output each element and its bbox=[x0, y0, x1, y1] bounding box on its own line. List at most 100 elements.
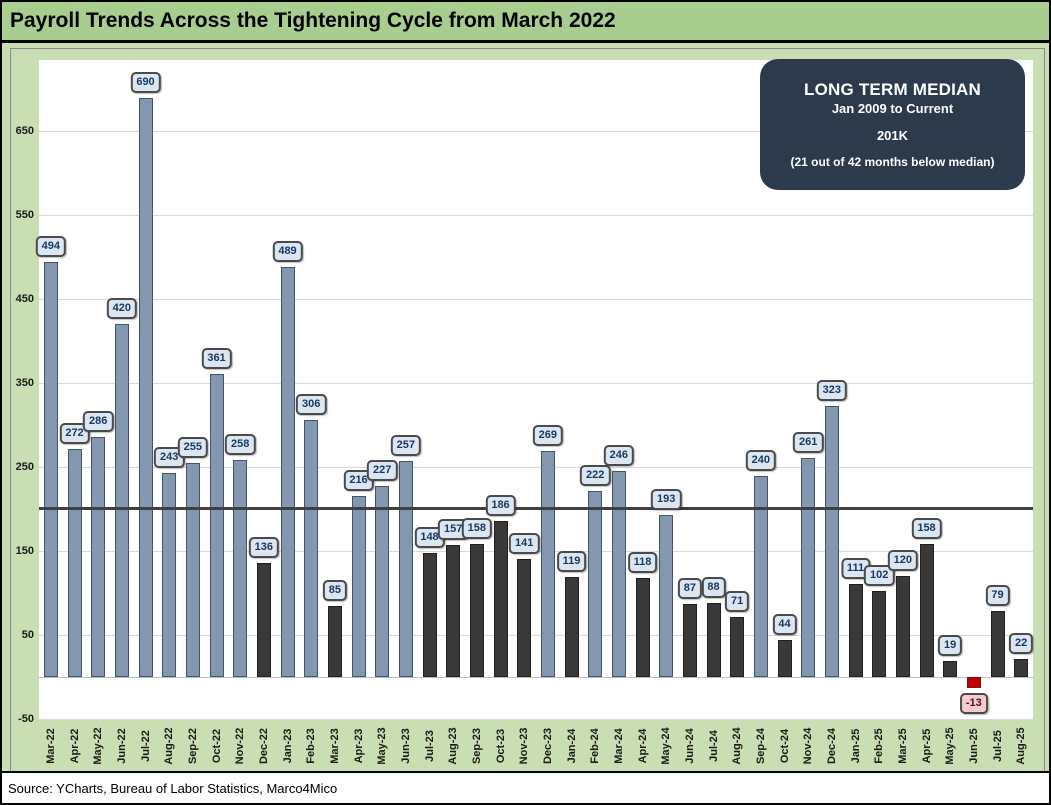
bar-value-label: 306 bbox=[295, 394, 327, 416]
bar-value-label: -13 bbox=[959, 692, 988, 714]
y-tick-label: 650 bbox=[15, 125, 34, 138]
x-tick-label: Aug-25 bbox=[1015, 727, 1028, 765]
y-tick-label: -50 bbox=[18, 713, 34, 725]
bar-value-label: 158 bbox=[461, 518, 493, 540]
bar bbox=[753, 475, 768, 678]
bar bbox=[872, 591, 887, 678]
x-tick-label: Nov-24 bbox=[802, 727, 815, 765]
x-tick-label: Mar-22 bbox=[44, 728, 57, 764]
bar bbox=[517, 558, 532, 678]
x-tick-label: Jan-25 bbox=[849, 728, 862, 764]
x-tick-label: Aug-23 bbox=[447, 727, 460, 765]
x-tick-label: Feb-25 bbox=[873, 728, 886, 764]
x-tick-label: Dec-24 bbox=[825, 727, 838, 765]
x-tick-label: May-25 bbox=[944, 727, 957, 765]
bar-value-label: 323 bbox=[816, 379, 848, 401]
x-tick-label: Nov-22 bbox=[234, 727, 247, 765]
bar-value-label: 158 bbox=[911, 518, 942, 540]
x-tick-label: Apr-25 bbox=[920, 728, 933, 764]
bar-value-label: 186 bbox=[485, 494, 516, 516]
bar-value-label: 120 bbox=[887, 550, 919, 572]
x-tick-label: Jan-23 bbox=[281, 728, 294, 764]
bar-value-label: 136 bbox=[248, 536, 280, 558]
bar bbox=[895, 576, 910, 678]
bar bbox=[990, 610, 1005, 678]
bar-value-label: 489 bbox=[272, 240, 303, 262]
bar bbox=[682, 603, 697, 678]
bar-value-label: 141 bbox=[508, 532, 540, 554]
bar bbox=[43, 262, 58, 678]
bar bbox=[706, 603, 721, 678]
bar-value-label: 102 bbox=[863, 565, 895, 587]
bar-value-label: 22 bbox=[1009, 632, 1034, 654]
x-tick-label: Oct-24 bbox=[778, 728, 791, 764]
bar bbox=[730, 617, 745, 677]
bar-value-label: 119 bbox=[556, 551, 587, 573]
gridline bbox=[39, 130, 1033, 132]
x-tick-label: Feb-23 bbox=[305, 728, 318, 764]
bar bbox=[777, 640, 792, 678]
x-tick-label: Mar-25 bbox=[896, 728, 909, 764]
bar-value-label: 255 bbox=[177, 436, 209, 458]
bar-value-label: 85 bbox=[322, 579, 347, 601]
source-text: Source: YCharts, Bureau of Labor Statist… bbox=[8, 780, 338, 796]
x-tick-label: Oct-23 bbox=[494, 728, 507, 764]
bar bbox=[351, 495, 366, 678]
bar-value-label: 88 bbox=[701, 577, 726, 599]
bar-value-label: 272 bbox=[59, 422, 90, 444]
x-tick-label: Dec-22 bbox=[257, 727, 270, 765]
chart-title-bar: Payroll Trends Across the Tightening Cyc… bbox=[2, 2, 1049, 43]
bar-value-label: 494 bbox=[35, 236, 67, 258]
bar bbox=[91, 436, 106, 678]
x-tick-label: May-24 bbox=[660, 727, 673, 765]
bar bbox=[611, 470, 626, 677]
bar-value-label: 420 bbox=[106, 298, 138, 320]
bar bbox=[801, 457, 816, 677]
x-tick-label: Jun-25 bbox=[967, 728, 980, 764]
bar-value-label: 286 bbox=[82, 410, 114, 432]
bar bbox=[209, 373, 224, 678]
x-tick-label: Nov-23 bbox=[518, 727, 531, 765]
bar bbox=[635, 577, 650, 677]
bar bbox=[114, 324, 129, 678]
y-tick-label: 550 bbox=[15, 209, 34, 222]
y-tick-label: 350 bbox=[15, 377, 34, 390]
x-tick-label: Aug-24 bbox=[731, 727, 744, 765]
bar-value-label: 87 bbox=[677, 578, 702, 599]
x-tick-label: Apr-23 bbox=[352, 728, 365, 764]
median-box-range: Jan 2009 to Current bbox=[831, 101, 954, 116]
bar bbox=[446, 545, 461, 678]
x-tick-label: Jul-25 bbox=[991, 730, 1004, 762]
median-line bbox=[39, 506, 1033, 510]
x-tick-label: Jun-23 bbox=[399, 728, 412, 764]
median-box-note: (21 out of 42 months below median) bbox=[790, 155, 995, 169]
y-tick-label: 250 bbox=[15, 461, 34, 474]
bar-value-label: 118 bbox=[627, 551, 658, 573]
bar-value-label: 193 bbox=[650, 489, 682, 511]
bar bbox=[966, 677, 981, 688]
bar bbox=[398, 461, 413, 677]
bar-value-label: 246 bbox=[603, 444, 635, 466]
chart-title: Payroll Trends Across the Tightening Cyc… bbox=[10, 9, 616, 32]
x-tick-label: Apr-22 bbox=[68, 728, 81, 764]
bar-value-label: 148 bbox=[414, 526, 445, 548]
gridline bbox=[39, 466, 1033, 468]
bar bbox=[540, 451, 555, 677]
bar-value-label: 258 bbox=[224, 434, 256, 456]
bar bbox=[233, 460, 248, 677]
bar-value-label: 19 bbox=[938, 635, 963, 657]
x-tick-label: Sep-24 bbox=[754, 727, 767, 765]
median-box-value: 201K bbox=[876, 128, 909, 143]
bar-value-label: 257 bbox=[390, 435, 422, 457]
bar bbox=[304, 420, 319, 678]
bar bbox=[422, 552, 437, 677]
x-tick-label: Jul-22 bbox=[139, 730, 152, 762]
x-tick-label: May-22 bbox=[92, 727, 105, 765]
gridline bbox=[39, 298, 1033, 300]
x-tick-label: Sep-23 bbox=[470, 727, 483, 765]
x-axis: Mar-22 Apr-22 May-22 Jun-22 Jul-22 Aug-22 Sep-… bbox=[39, 719, 1033, 774]
x-tick-label: Dec-23 bbox=[541, 727, 554, 765]
bar bbox=[162, 473, 177, 677]
bar-value-label: 44 bbox=[772, 614, 797, 636]
